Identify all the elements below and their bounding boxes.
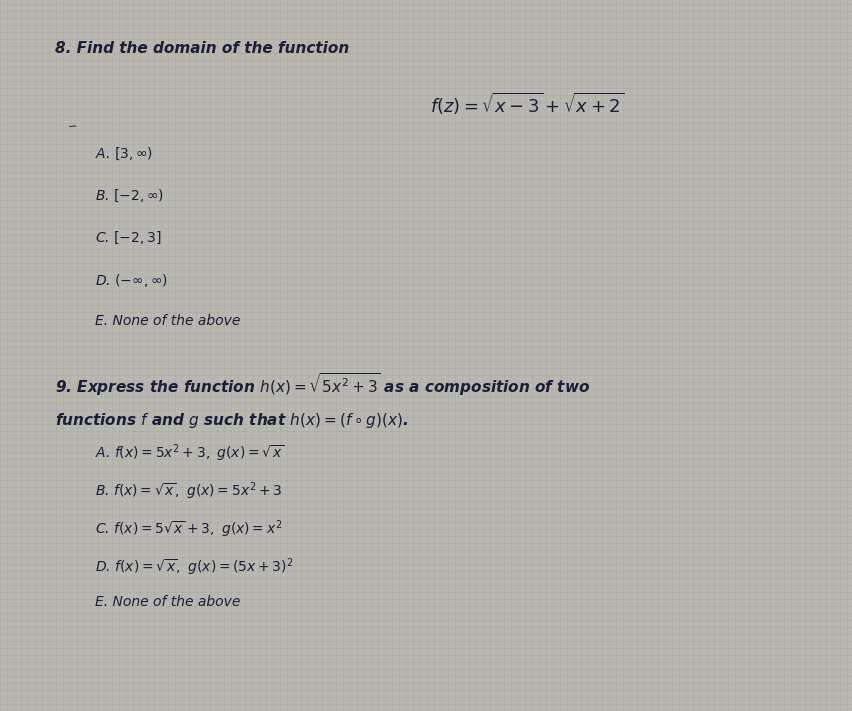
- Text: functions $f$ and $g$ such that $h(x) = (f \circ g)(x)$.: functions $f$ and $g$ such that $h(x) = …: [55, 411, 408, 430]
- Text: C. $f(x) = 5\sqrt{x}+3,\ g(x) = x^2$: C. $f(x) = 5\sqrt{x}+3,\ g(x) = x^2$: [95, 519, 282, 540]
- Text: 8. Find the domain of the function: 8. Find the domain of the function: [55, 41, 349, 56]
- Text: E. None of the above: E. None of the above: [95, 314, 240, 328]
- Text: B. $f(x) = \sqrt{x},\ g(x) = 5x^2+3$: B. $f(x) = \sqrt{x},\ g(x) = 5x^2+3$: [95, 481, 282, 503]
- Text: 9. Express the function $h(x) = \sqrt{5x^2+3}$ as a composition of two: 9. Express the function $h(x) = \sqrt{5x…: [55, 371, 590, 398]
- Text: B. $[-2, \infty)$: B. $[-2, \infty)$: [95, 188, 164, 204]
- Text: A. $[3, \infty)$: A. $[3, \infty)$: [95, 146, 153, 162]
- Text: A. $f(x) = 5x^2+3,\ g(x) = \sqrt{x}$: A. $f(x) = 5x^2+3,\ g(x) = \sqrt{x}$: [95, 443, 285, 464]
- Text: E. None of the above: E. None of the above: [95, 595, 240, 609]
- Text: C. $[-2, 3]$: C. $[-2, 3]$: [95, 230, 162, 246]
- Text: $\backsim$: $\backsim$: [65, 121, 78, 131]
- Text: D. $(-\infty, \infty)$: D. $(-\infty, \infty)$: [95, 272, 168, 289]
- Text: $f(z) = \sqrt{x-3} + \sqrt{x+2}$: $f(z) = \sqrt{x-3} + \sqrt{x+2}$: [430, 91, 625, 117]
- Text: D. $f(x) = \sqrt{x},\ g(x) = (5x+3)^2$: D. $f(x) = \sqrt{x},\ g(x) = (5x+3)^2$: [95, 557, 294, 578]
